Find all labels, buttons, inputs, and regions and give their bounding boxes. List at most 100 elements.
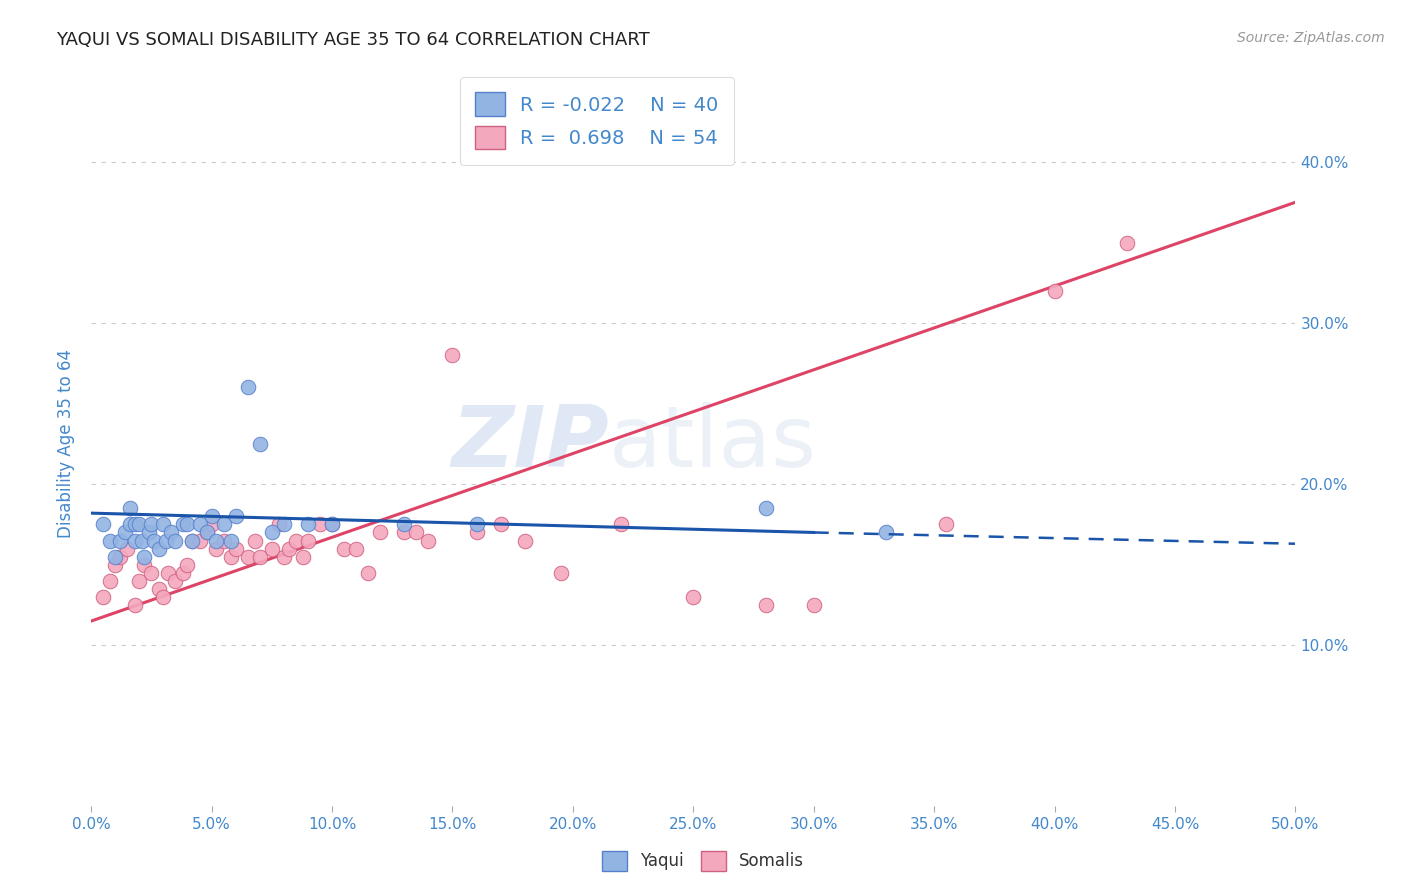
Point bbox=[212, 533, 235, 548]
Point bbox=[124, 517, 146, 532]
Point bbox=[550, 566, 572, 580]
Point bbox=[117, 541, 139, 556]
Point bbox=[172, 566, 194, 580]
Point bbox=[205, 533, 228, 548]
Point bbox=[104, 549, 127, 564]
Point bbox=[682, 590, 704, 604]
Point bbox=[100, 574, 122, 588]
Point bbox=[277, 541, 299, 556]
Point bbox=[754, 501, 776, 516]
Point bbox=[249, 437, 271, 451]
Point bbox=[465, 525, 488, 540]
Point bbox=[176, 558, 198, 572]
Point bbox=[205, 541, 228, 556]
Point bbox=[131, 533, 153, 548]
Point bbox=[273, 517, 295, 532]
Y-axis label: Disability Age 35 to 64: Disability Age 35 to 64 bbox=[58, 350, 75, 539]
Point bbox=[141, 517, 163, 532]
Point bbox=[394, 525, 416, 540]
Legend: Yaqui, Somalis: Yaqui, Somalis bbox=[593, 842, 813, 880]
Point bbox=[935, 517, 957, 532]
Point bbox=[165, 533, 187, 548]
Text: YAQUI VS SOMALI DISABILITY AGE 35 TO 64 CORRELATION CHART: YAQUI VS SOMALI DISABILITY AGE 35 TO 64 … bbox=[56, 31, 650, 49]
Point bbox=[134, 549, 156, 564]
Point bbox=[104, 558, 127, 572]
Point bbox=[292, 549, 315, 564]
Point bbox=[875, 525, 897, 540]
Point bbox=[513, 533, 536, 548]
Point bbox=[405, 525, 427, 540]
Text: atlas: atlas bbox=[609, 402, 817, 485]
Point bbox=[321, 517, 343, 532]
Point bbox=[100, 533, 122, 548]
Point bbox=[219, 533, 242, 548]
Point bbox=[610, 517, 633, 532]
Point bbox=[368, 525, 391, 540]
Point bbox=[181, 533, 204, 548]
Point bbox=[176, 517, 198, 532]
Point bbox=[188, 517, 211, 532]
Point bbox=[181, 533, 204, 548]
Point bbox=[418, 533, 440, 548]
Point bbox=[441, 348, 464, 362]
Point bbox=[128, 517, 150, 532]
Point bbox=[243, 533, 266, 548]
Point bbox=[138, 525, 160, 540]
Point bbox=[114, 525, 136, 540]
Point bbox=[91, 590, 114, 604]
Point bbox=[124, 598, 146, 612]
Point bbox=[200, 517, 222, 532]
Point bbox=[172, 517, 194, 532]
Point bbox=[91, 517, 114, 532]
Point bbox=[128, 574, 150, 588]
Point bbox=[165, 574, 187, 588]
Point bbox=[236, 549, 259, 564]
Point bbox=[333, 541, 356, 556]
Point bbox=[1043, 284, 1066, 298]
Point bbox=[260, 541, 283, 556]
Text: Source: ZipAtlas.com: Source: ZipAtlas.com bbox=[1237, 31, 1385, 45]
Point bbox=[249, 549, 271, 564]
Point bbox=[273, 549, 295, 564]
Point bbox=[188, 533, 211, 548]
Point bbox=[108, 549, 131, 564]
Point bbox=[321, 517, 343, 532]
Point bbox=[195, 525, 218, 540]
Point bbox=[309, 517, 332, 532]
Point bbox=[344, 541, 367, 556]
Point bbox=[267, 517, 290, 532]
Point bbox=[142, 533, 165, 548]
Point bbox=[225, 509, 247, 524]
Point bbox=[754, 598, 776, 612]
Point bbox=[155, 533, 177, 548]
Point bbox=[152, 590, 174, 604]
Point bbox=[225, 541, 247, 556]
Point bbox=[141, 566, 163, 580]
Point bbox=[159, 525, 181, 540]
Point bbox=[124, 533, 146, 548]
Point bbox=[148, 582, 170, 596]
Point bbox=[219, 549, 242, 564]
Point bbox=[152, 517, 174, 532]
Point bbox=[489, 517, 512, 532]
Point bbox=[1115, 235, 1137, 250]
Point bbox=[134, 558, 156, 572]
Point bbox=[394, 517, 416, 532]
Point bbox=[118, 501, 141, 516]
Point bbox=[157, 566, 180, 580]
Point bbox=[148, 541, 170, 556]
Text: ZIP: ZIP bbox=[451, 402, 609, 485]
Point bbox=[108, 533, 131, 548]
Point bbox=[297, 533, 319, 548]
Point bbox=[260, 525, 283, 540]
Point bbox=[297, 517, 319, 532]
Legend: R = -0.022    N = 40, R =  0.698    N = 54: R = -0.022 N = 40, R = 0.698 N = 54 bbox=[460, 77, 734, 165]
Point bbox=[212, 517, 235, 532]
Point bbox=[284, 533, 307, 548]
Point bbox=[195, 525, 218, 540]
Point bbox=[357, 566, 380, 580]
Point bbox=[200, 509, 222, 524]
Point bbox=[803, 598, 825, 612]
Point bbox=[118, 517, 141, 532]
Point bbox=[465, 517, 488, 532]
